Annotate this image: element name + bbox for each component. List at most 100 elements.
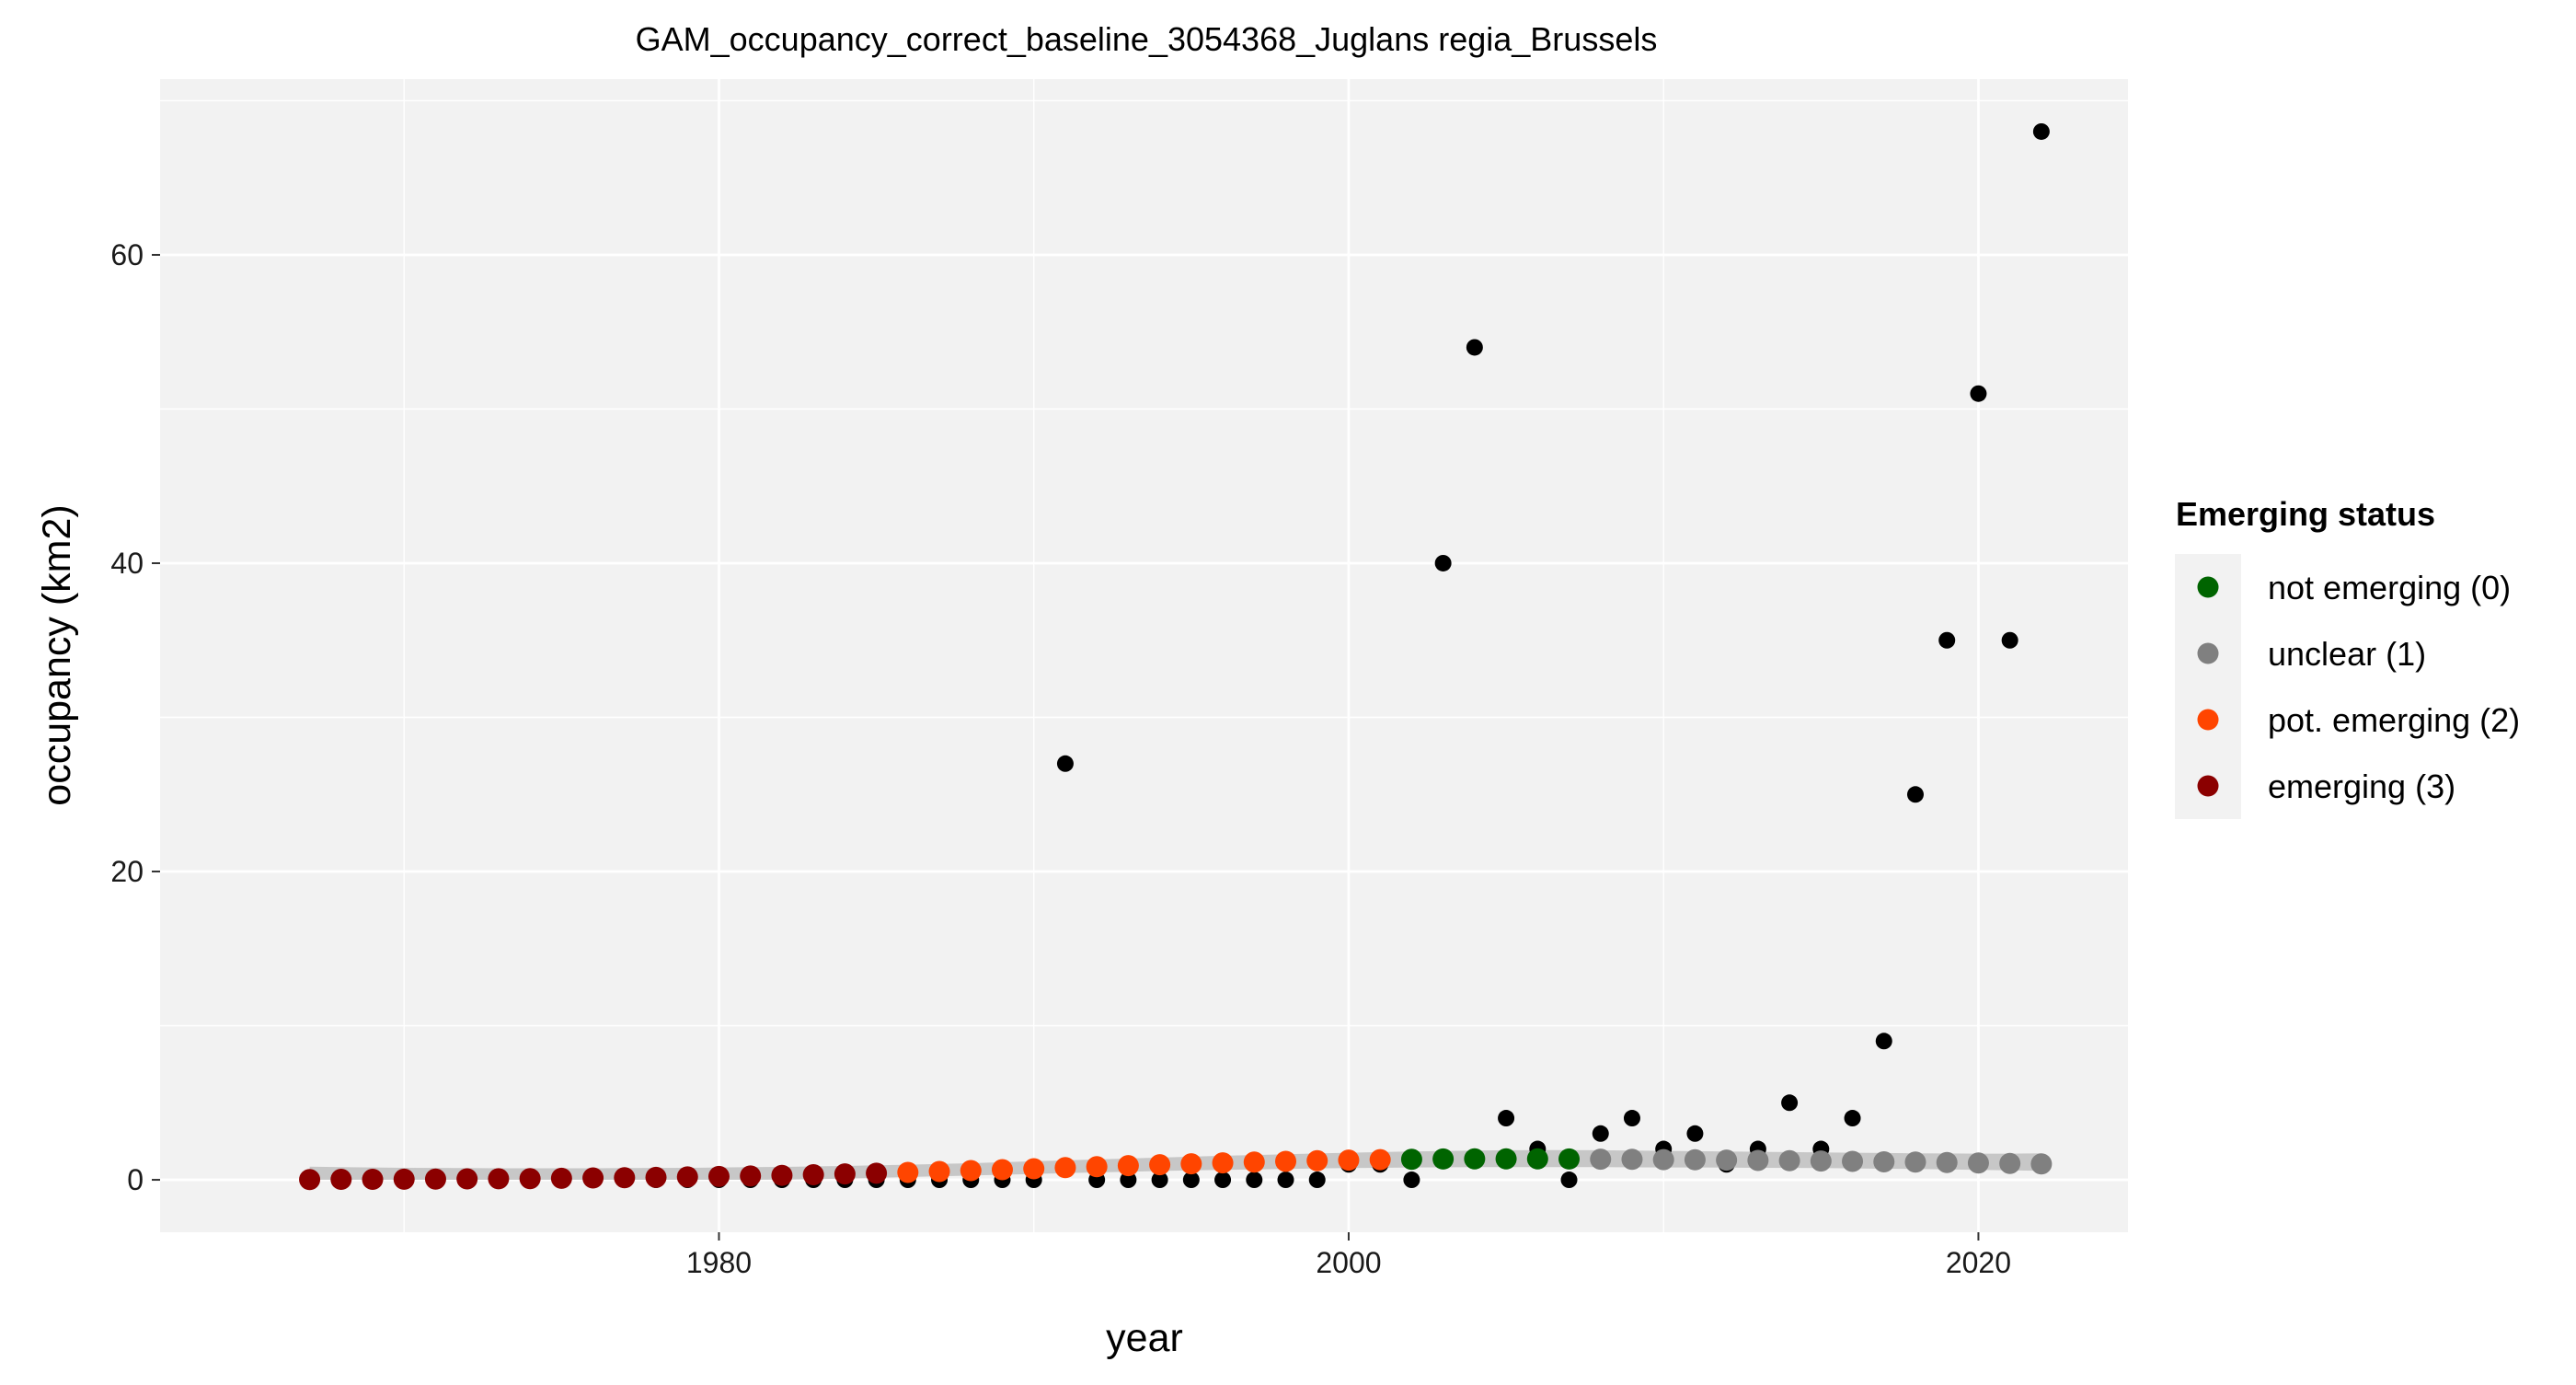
fitted-point bbox=[1400, 1148, 1422, 1171]
fitted-point bbox=[960, 1160, 982, 1182]
fitted-point bbox=[519, 1168, 541, 1190]
fitted-point bbox=[1747, 1149, 1769, 1171]
fitted-point bbox=[1464, 1148, 1486, 1170]
observed-point bbox=[1182, 1171, 1200, 1189]
legend-title: Emerging status bbox=[2176, 495, 2435, 533]
fitted-point bbox=[1023, 1158, 1045, 1180]
observed-point bbox=[1560, 1171, 1578, 1189]
fitted-point bbox=[1432, 1148, 1455, 1170]
observed-point bbox=[1844, 1110, 1861, 1127]
fitted-point bbox=[1243, 1151, 1265, 1173]
x-axis: 1980 2000 2020 bbox=[686, 1232, 2011, 1279]
y-axis-title: occupancy (km2) bbox=[35, 504, 79, 805]
fitted-point bbox=[1338, 1149, 1360, 1171]
y-tick-label: 0 bbox=[127, 1163, 144, 1196]
observed-point bbox=[1498, 1110, 1515, 1127]
x-axis-title: year bbox=[1106, 1316, 1183, 1360]
legend-label: not emerging (0) bbox=[2268, 569, 2511, 606]
legend-label: emerging (3) bbox=[2268, 768, 2455, 805]
fitted-point bbox=[802, 1164, 824, 1186]
observed-point bbox=[1403, 1171, 1420, 1189]
plot-panel bbox=[160, 79, 2128, 1232]
fitted-point bbox=[424, 1168, 446, 1190]
fitted-point bbox=[1999, 1152, 2021, 1174]
legend-key bbox=[2197, 775, 2219, 797]
fitted-point bbox=[1810, 1150, 1832, 1172]
fitted-point bbox=[1526, 1148, 1548, 1170]
fitted-point bbox=[2030, 1153, 2053, 1175]
y-tick-label: 60 bbox=[110, 238, 144, 271]
fitted-point bbox=[991, 1159, 1013, 1181]
fitted-point bbox=[1054, 1157, 1076, 1179]
observed-point bbox=[1875, 1033, 1892, 1050]
observed-point bbox=[1970, 385, 1987, 402]
observed-point bbox=[1214, 1171, 1232, 1189]
observed-point bbox=[1686, 1125, 1704, 1142]
observed-point bbox=[1466, 339, 1483, 356]
fitted-point bbox=[1212, 1152, 1234, 1174]
legend-label: unclear (1) bbox=[2268, 635, 2426, 673]
legend-key bbox=[2197, 709, 2219, 731]
y-tick-label: 20 bbox=[110, 855, 144, 888]
fitted-point bbox=[1180, 1153, 1202, 1175]
fitted-point bbox=[897, 1161, 919, 1183]
legend: Emerging status not emerging (0) unclear … bbox=[2175, 495, 2520, 819]
fitted-points bbox=[299, 1148, 2053, 1191]
fitted-point bbox=[362, 1169, 384, 1191]
fitted-point bbox=[866, 1162, 888, 1184]
fitted-point bbox=[676, 1166, 698, 1188]
observed-point bbox=[1434, 554, 1452, 571]
x-tick-label: 2020 bbox=[1946, 1246, 2011, 1279]
fitted-point bbox=[1369, 1148, 1391, 1171]
observed-point bbox=[1781, 1094, 1799, 1112]
fitted-point bbox=[928, 1160, 950, 1183]
fitted-point bbox=[1936, 1151, 1958, 1173]
legend-key-background bbox=[2175, 554, 2241, 819]
x-tick-label: 2000 bbox=[1316, 1246, 1381, 1279]
fitted-point bbox=[614, 1167, 636, 1189]
fitted-point bbox=[1117, 1155, 1139, 1177]
fitted-point bbox=[550, 1167, 572, 1189]
observed-point bbox=[1277, 1171, 1294, 1189]
y-tick-label: 40 bbox=[110, 547, 144, 580]
observed-point bbox=[1151, 1171, 1168, 1189]
fitted-point bbox=[1716, 1149, 1738, 1171]
fitted-point bbox=[393, 1168, 415, 1190]
legend-items: not emerging (0) unclear (1) pot. emerging… bbox=[2197, 569, 2520, 805]
legend-key bbox=[2197, 642, 2219, 664]
fitted-point bbox=[1275, 1150, 1297, 1172]
x-tick-label: 1980 bbox=[686, 1246, 752, 1279]
fitted-point bbox=[1652, 1148, 1674, 1171]
observed-point bbox=[1906, 786, 1924, 803]
fitted-point bbox=[1495, 1148, 1517, 1170]
fitted-point bbox=[456, 1168, 478, 1190]
y-axis: 0 20 40 60 bbox=[110, 238, 160, 1196]
fitted-point bbox=[330, 1169, 352, 1191]
fitted-point bbox=[1778, 1149, 1800, 1171]
fitted-point bbox=[1086, 1156, 1108, 1178]
legend-label: pot. emerging (2) bbox=[2268, 701, 2520, 739]
fitted-point bbox=[834, 1163, 856, 1185]
observed-point bbox=[1246, 1171, 1263, 1189]
fitted-point bbox=[1149, 1154, 1171, 1176]
observed-point bbox=[1592, 1125, 1609, 1142]
grid-minor bbox=[160, 79, 2128, 1232]
fitted-point bbox=[1306, 1149, 1328, 1171]
fitted-point bbox=[582, 1167, 604, 1189]
observed-point bbox=[1120, 1171, 1137, 1189]
fitted-point bbox=[645, 1166, 667, 1188]
fitted-point bbox=[1873, 1150, 1895, 1172]
fitted-point bbox=[1904, 1151, 1926, 1173]
fitted-point bbox=[740, 1165, 762, 1187]
fitted-point bbox=[771, 1164, 793, 1186]
fitted-point bbox=[1684, 1148, 1706, 1171]
observed-point bbox=[1308, 1171, 1326, 1189]
fitted-point bbox=[1558, 1148, 1581, 1170]
observed-point bbox=[1938, 631, 1956, 649]
observed-point bbox=[1056, 755, 1074, 772]
observed-point bbox=[2032, 122, 2050, 140]
fitted-point bbox=[707, 1165, 730, 1187]
observed-point bbox=[2001, 631, 2018, 649]
